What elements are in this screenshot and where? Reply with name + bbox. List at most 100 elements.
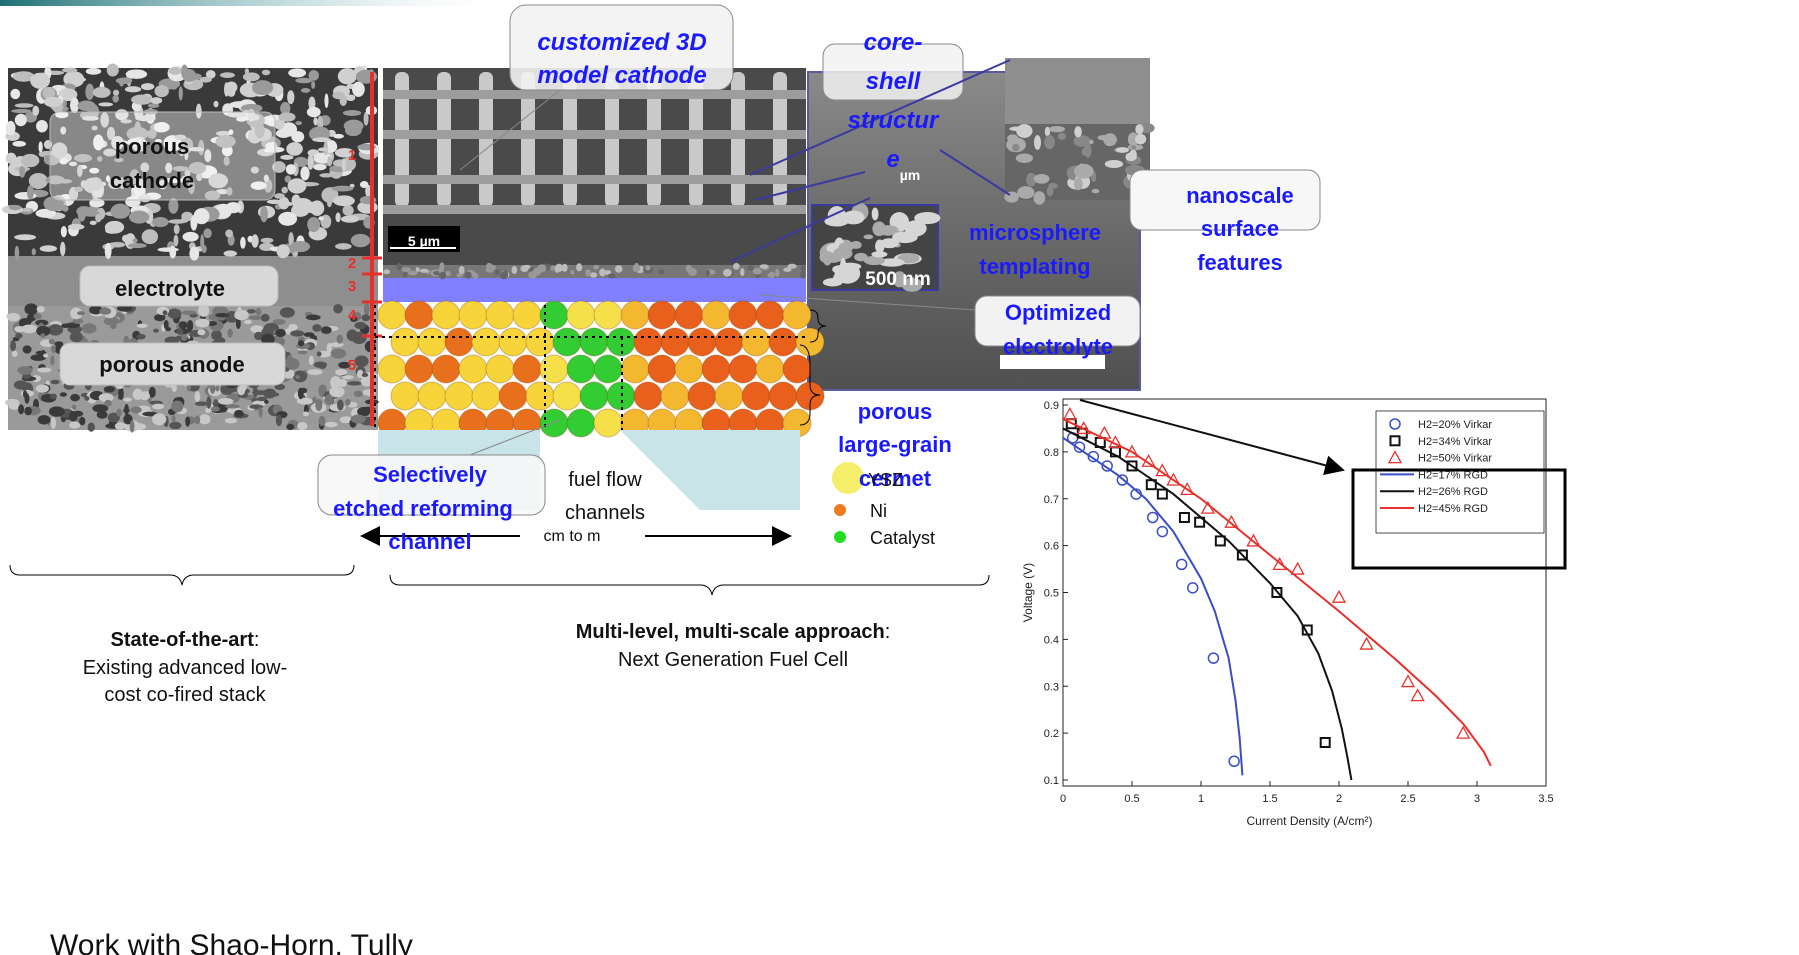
texture xyxy=(312,137,331,142)
chart: 0.10.20.30.40.50.60.70.80.900.511.522.53… xyxy=(1021,399,1554,828)
sphere xyxy=(540,409,568,437)
texture xyxy=(1098,135,1110,140)
layer-number: 3 xyxy=(348,278,356,295)
texture xyxy=(298,350,308,354)
texture xyxy=(1082,148,1089,156)
texture xyxy=(137,324,148,328)
texture xyxy=(6,153,17,164)
texture xyxy=(86,68,101,75)
texture xyxy=(327,156,332,166)
texture xyxy=(570,270,574,274)
texture xyxy=(251,234,258,248)
texture xyxy=(107,63,119,76)
sphere xyxy=(391,328,419,356)
label: templating xyxy=(979,254,1090,279)
texture xyxy=(733,263,740,270)
texture xyxy=(95,214,101,222)
y-tick-label: 0.6 xyxy=(1044,541,1059,553)
texture xyxy=(315,399,322,411)
point xyxy=(1064,408,1076,419)
texture xyxy=(312,324,321,332)
texture xyxy=(333,304,342,314)
sphere xyxy=(580,328,608,356)
texture xyxy=(1074,126,1082,137)
texture xyxy=(171,401,183,413)
caption-line: Existing advanced low- xyxy=(83,657,288,679)
texture xyxy=(257,397,268,401)
sphere xyxy=(688,382,716,410)
texture xyxy=(116,77,132,83)
x-tick-label: 2 xyxy=(1336,793,1342,805)
legend-label: H2=45% RGD xyxy=(1418,503,1488,515)
legend-label: Catalyst xyxy=(870,528,935,548)
label: surface xyxy=(1201,216,1279,241)
sphere xyxy=(742,382,770,410)
sphere xyxy=(486,355,514,383)
texture xyxy=(78,206,86,221)
texture xyxy=(307,369,322,375)
scale-label: µm xyxy=(900,167,921,183)
label: electrolyte xyxy=(1003,334,1113,359)
texture xyxy=(280,307,295,318)
legend-label: H2=50% Virkar xyxy=(1418,453,1492,465)
texture xyxy=(800,266,805,271)
texture xyxy=(288,178,307,193)
texture xyxy=(225,418,237,423)
sphere xyxy=(553,382,581,410)
texture xyxy=(14,234,36,240)
label: fuel flow xyxy=(568,469,642,491)
legend-swatch xyxy=(834,504,846,516)
caption-colon: : xyxy=(254,629,260,651)
sphere xyxy=(621,355,649,383)
scale-label: 5 µm xyxy=(408,233,440,249)
texture xyxy=(317,351,322,356)
texture xyxy=(168,67,181,75)
texture xyxy=(298,340,304,346)
sphere xyxy=(513,355,541,383)
point xyxy=(1412,690,1424,701)
point xyxy=(1208,653,1218,663)
texture xyxy=(486,267,494,273)
texture xyxy=(215,313,229,317)
texture xyxy=(59,206,66,211)
texture xyxy=(215,385,219,391)
texture xyxy=(105,221,124,234)
texture xyxy=(1044,135,1055,149)
point xyxy=(1148,513,1158,523)
texture xyxy=(313,164,326,171)
texture xyxy=(49,339,55,345)
texture xyxy=(335,369,347,376)
label: etched reforming xyxy=(333,496,513,521)
range-label: cm to m xyxy=(544,528,601,545)
texture xyxy=(723,269,732,277)
texture xyxy=(70,332,83,342)
scale-label: 500 nm xyxy=(865,269,930,290)
label: model cathode xyxy=(537,62,706,89)
texture xyxy=(130,420,135,432)
texture xyxy=(73,318,84,324)
texture xyxy=(163,310,168,315)
texture xyxy=(171,83,178,90)
texture xyxy=(152,413,166,425)
texture xyxy=(337,400,344,411)
caption-title: State-of-the-art xyxy=(111,629,255,651)
texture xyxy=(124,404,129,416)
footer: Work with Shao-Horn, Tully xyxy=(50,929,413,955)
texture xyxy=(331,186,353,192)
layer-number: 5 xyxy=(348,357,356,374)
texture xyxy=(250,325,263,333)
texture xyxy=(206,396,211,408)
texture xyxy=(863,235,873,240)
sphere xyxy=(499,328,527,356)
texture xyxy=(82,323,97,334)
texture xyxy=(27,314,34,323)
beam xyxy=(383,130,806,139)
layer-number: 1 xyxy=(348,147,356,164)
label: microsphere xyxy=(969,220,1101,245)
texture xyxy=(99,308,111,315)
texture xyxy=(15,333,22,338)
texture xyxy=(309,356,314,366)
texture xyxy=(420,269,429,273)
sphere xyxy=(418,382,446,410)
texture xyxy=(202,245,207,253)
